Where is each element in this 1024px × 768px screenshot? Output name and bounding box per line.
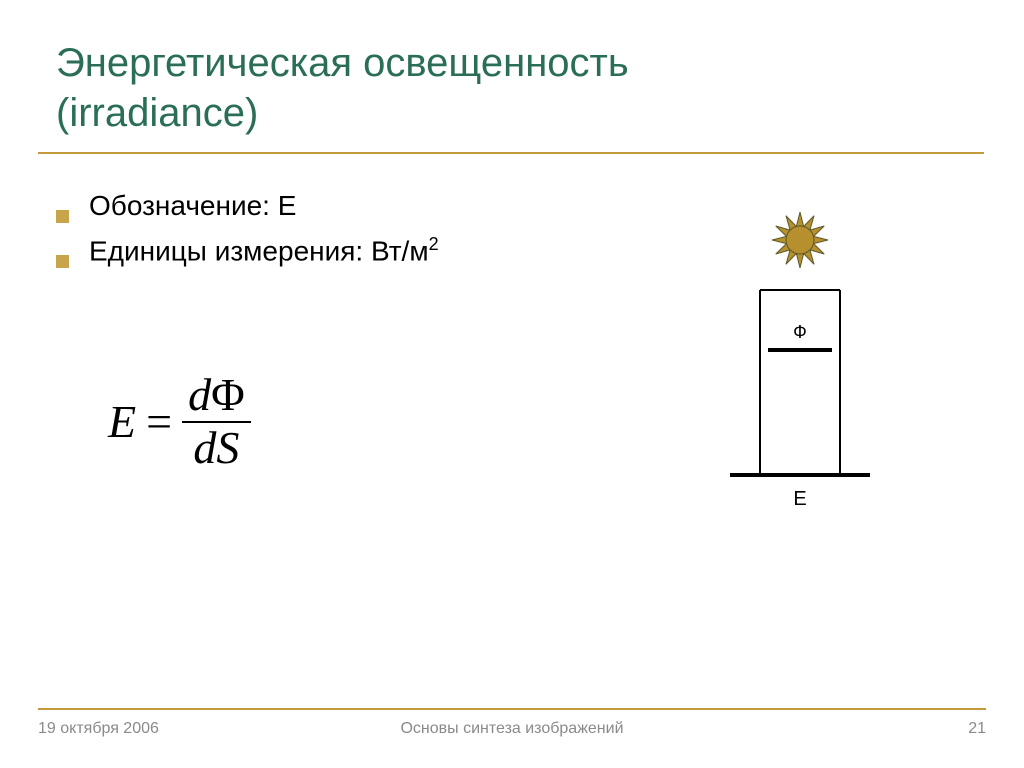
slide-title: Энергетическая освещенность (irradiance) [38,38,984,138]
bullet-icon [56,255,69,268]
title-line2: (irradiance) [56,91,258,135]
bullet-icon [56,210,69,223]
footer-row: 19 октября 2006 Основы синтеза изображен… [38,720,986,738]
footer-center: Основы синтеза изображений [354,720,670,738]
slide-title-area: Энергетическая освещенность (irradiance) [38,38,984,154]
bullet-sup: 2 [429,234,439,254]
den-S: S [216,422,239,473]
bullet-text: Обозначение: E [89,190,296,222]
formula-lhs: E [108,395,136,448]
formula-fraction: dΦ dS [182,370,251,473]
num-phi: Φ [211,369,245,420]
svg-text:Ф: Ф [793,322,807,342]
formula: E = dΦ dS [108,370,251,473]
formula-numerator: dΦ [182,370,251,421]
num-d: d [188,369,211,420]
sun-icon [772,212,828,268]
formula-eq: = [146,395,172,448]
bullet-text: Единицы измерения: Вт/м2 [89,234,439,267]
den-d: d [193,422,216,473]
footer-page: 21 [670,720,986,738]
footer-date: 19 октября 2006 [38,720,354,738]
footer-rule [38,708,986,710]
title-line1: Энергетическая освещенность [56,41,629,85]
svg-text:E: E [793,488,806,510]
formula-denominator: dS [187,423,245,474]
slide-footer: 19 октября 2006 Основы синтеза изображен… [38,708,986,738]
title-underline [38,152,984,154]
irradiance-diagram: Ф E [700,200,900,520]
bullet-prefix: Единицы измерения: Вт/м [89,235,429,266]
